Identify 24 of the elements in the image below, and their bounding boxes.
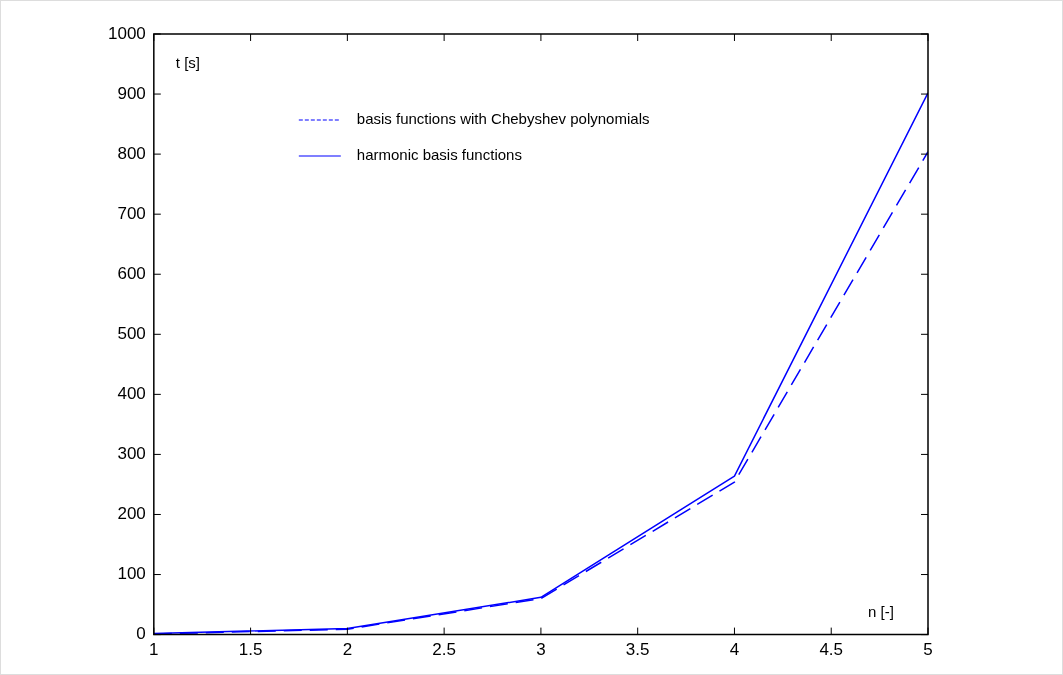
x-tick-label: 1.5 [238,640,263,660]
legend-label: basis functions with Chebyshev polynomials [356,110,650,128]
y-tick-label: 100 [117,564,146,584]
x-tick-label: 2.5 [432,640,456,660]
x-tick-label: 4 [729,640,740,660]
y-tick-label: 400 [117,384,146,404]
y-tick-label: 300 [117,444,146,464]
y-tick-label: 600 [117,263,146,283]
y-tick-label: 700 [117,203,146,223]
legend-label: harmonic basis functions [356,146,522,164]
y-tick-label: 800 [117,143,146,163]
y-tick-label: 200 [117,504,146,524]
x-tick-label: 1 [149,640,159,660]
x-tick-label: 2 [342,640,353,660]
y-tick-label: 0 [136,624,146,644]
y-axis-title: t [s] [175,54,200,72]
x-axis-title: n [-] [868,602,894,620]
x-tick-label: 5 [923,640,933,660]
y-tick-label: 900 [117,83,146,103]
y-tick-label: 500 [117,323,146,343]
y-tick-label: 1000 [107,23,146,43]
x-tick-label: 3.5 [625,640,650,660]
x-tick-label: 3 [536,640,546,660]
x-tick-label: 4.5 [819,640,844,660]
